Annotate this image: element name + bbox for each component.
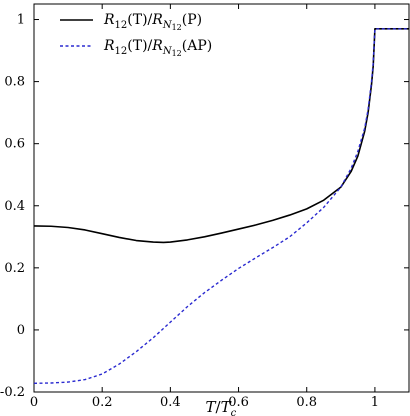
plot-frame	[33, 3, 410, 393]
y-tick-label: -0.2	[0, 385, 25, 400]
legend-label-p: R12(T)/RN12(P)	[103, 12, 202, 32]
y-tick-label: 0.4	[4, 199, 25, 214]
legend-label-ap: R12(T)/RN12(AP)	[103, 38, 212, 58]
x-tick-label: 0	[30, 395, 38, 410]
x-tick-label: 0.8	[296, 395, 317, 410]
x-tick-label: 1	[371, 395, 379, 410]
tick-marks	[33, 4, 409, 393]
y-tick-label: 0.8	[4, 75, 25, 90]
x-tick-label: 0.6	[228, 395, 249, 410]
x-tick-label: 0.2	[92, 395, 113, 410]
series-line-ap	[33, 28, 409, 385]
x-axis-label: T/Tc	[206, 398, 237, 416]
y-tick-label: 0	[17, 323, 25, 338]
y-tick-label: 0.6	[4, 137, 25, 152]
y-tick-label: 0.2	[4, 261, 25, 276]
series-layer	[33, 28, 409, 385]
y-tick-label: 1	[17, 13, 25, 28]
tick-labels: 0 0.2 0.4 0.6 0.8 1 -0.2 0 0.2 0.4 0.6 0.8 1	[0, 13, 379, 410]
x-tick-label: 0.4	[160, 395, 181, 410]
series-line-p	[33, 28, 409, 244]
legend: R12(T)/RN12(P) R12(T)/RN12(AP)	[60, 12, 212, 58]
